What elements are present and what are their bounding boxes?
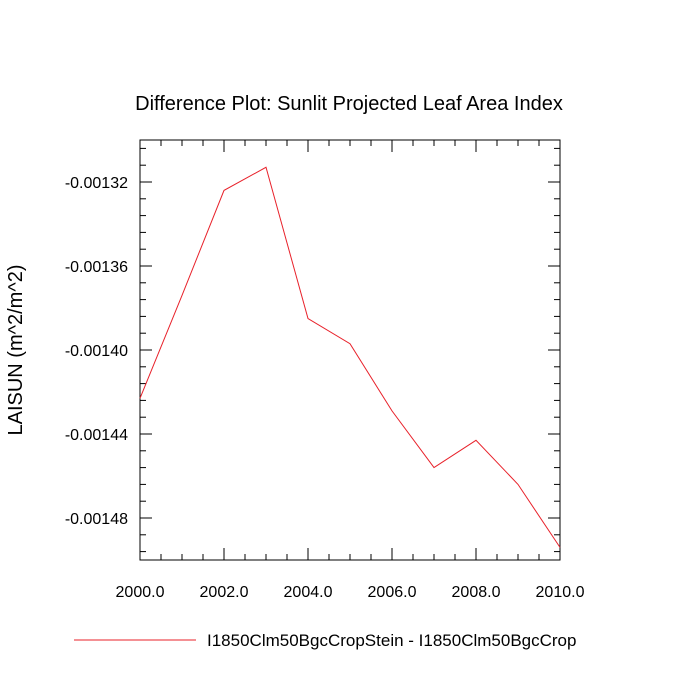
x-tick-label: 2010.0 xyxy=(536,584,585,601)
y-tick-label: -0.00132 xyxy=(65,175,128,192)
axis-ticks xyxy=(139,140,561,560)
x-tick-label: 2000.0 xyxy=(116,584,165,601)
x-tick-label: 2006.0 xyxy=(368,584,417,601)
legend: I1850Clm50BgcCropStein - I1850Clm50BgcCr… xyxy=(74,631,576,650)
chart-title: Difference Plot: Sunlit Projected Leaf A… xyxy=(135,93,563,115)
y-tick-label: -0.00136 xyxy=(65,259,128,276)
plot-frame xyxy=(139,139,561,561)
y-tick-label: -0.00144 xyxy=(65,427,128,444)
y-tick-label: -0.00140 xyxy=(65,343,128,360)
x-tick-label: 2004.0 xyxy=(284,584,333,601)
x-tick-label: 2008.0 xyxy=(452,584,501,601)
axis-tick-labels: 2000.0 2002.0 2004.0 2006.0 2008.0 2010.0 -0.0… xyxy=(65,175,585,601)
x-tick-label: 2002.0 xyxy=(200,584,249,601)
legend-label: I1850Clm50BgcCropStein - I1850Clm50BgcCr… xyxy=(207,631,576,650)
y-tick-label: -0.00148 xyxy=(65,511,128,528)
series-layer xyxy=(139,166,561,548)
series-line xyxy=(139,166,561,548)
y-axis-label: LAISUN (m^2/m^2) xyxy=(5,264,27,435)
